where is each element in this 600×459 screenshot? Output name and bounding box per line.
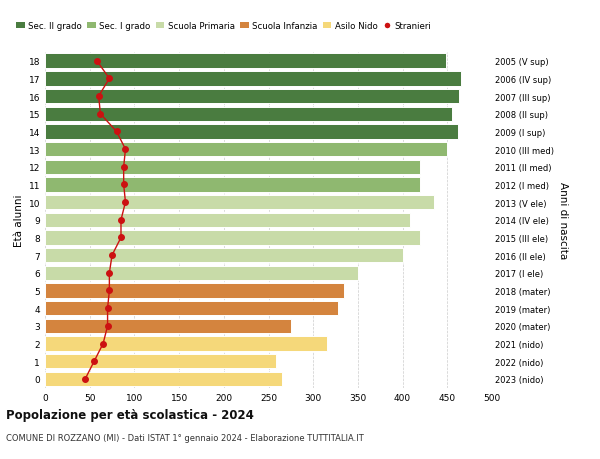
Bar: [45, 372, 282, 386]
Bar: [45, 336, 326, 351]
Bar: [45, 284, 344, 298]
Bar: [45, 213, 410, 228]
Y-axis label: Anni di nascita: Anni di nascita: [557, 182, 568, 259]
Bar: [45, 107, 452, 122]
Bar: [45, 125, 458, 140]
Bar: [45, 196, 434, 210]
Legend: Sec. II grado, Sec. I grado, Scuola Primaria, Scuola Infanzia, Asilo Nido, Stran: Sec. II grado, Sec. I grado, Scuola Prim…: [13, 18, 435, 34]
Bar: [45, 354, 275, 369]
Bar: [45, 248, 403, 263]
Bar: [45, 266, 358, 280]
Bar: [45, 319, 291, 333]
Bar: [45, 178, 421, 192]
Text: COMUNE DI ROZZANO (MI) - Dati ISTAT 1° gennaio 2024 - Elaborazione TUTTITALIA.IT: COMUNE DI ROZZANO (MI) - Dati ISTAT 1° g…: [6, 433, 364, 442]
Bar: [45, 160, 421, 174]
Bar: [45, 54, 446, 69]
Bar: [45, 231, 421, 245]
Bar: [45, 143, 447, 157]
Y-axis label: Età alunni: Età alunni: [14, 194, 25, 246]
Bar: [45, 301, 338, 316]
Bar: [45, 72, 461, 86]
Bar: [45, 90, 459, 104]
Text: Popolazione per età scolastica - 2024: Popolazione per età scolastica - 2024: [6, 408, 254, 421]
